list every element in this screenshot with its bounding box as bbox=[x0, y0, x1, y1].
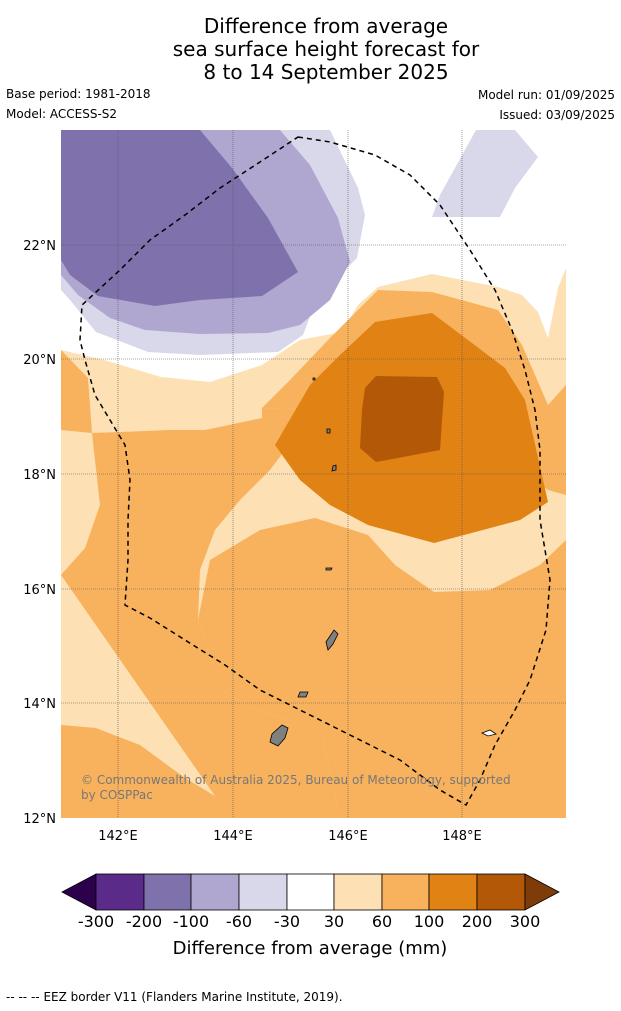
colorbar-tick-label: -300 bbox=[78, 912, 114, 931]
chart-title: Difference from average sea surface heig… bbox=[0, 15, 621, 84]
island-pagan bbox=[326, 428, 331, 434]
model-name: Model: ACCESS-S2 bbox=[6, 107, 118, 121]
island-guam bbox=[269, 724, 289, 747]
eez-legend-marker: -- -- -- bbox=[6, 990, 40, 1004]
colorbar-swatch bbox=[381, 873, 430, 911]
colorbar-extend-low bbox=[61, 873, 97, 911]
colorbar-swatch bbox=[476, 873, 526, 911]
lat-label: 12°N bbox=[23, 812, 56, 827]
colorbar-tick-label: -100 bbox=[173, 912, 209, 931]
latitude-labels: 22°N 20°N 18°N 16°N 14°N 12°N bbox=[23, 239, 56, 827]
island-agrihan bbox=[331, 464, 337, 472]
contour-minus100-minus200 bbox=[61, 130, 298, 306]
lon-label: 146°E bbox=[328, 829, 368, 844]
longitude-labels: 142°E 144°E 146°E 148°E bbox=[98, 829, 482, 844]
island-anatahan bbox=[325, 567, 333, 571]
colorbar bbox=[61, 873, 560, 911]
contour-60-100-sw bbox=[61, 408, 345, 818]
colorbar-swatch bbox=[286, 873, 335, 911]
eez-border bbox=[79, 136, 551, 807]
lat-label: 16°N bbox=[23, 583, 56, 598]
model-run: Model run: 01/09/2025 bbox=[477, 88, 615, 102]
lat-label: 20°N bbox=[23, 353, 56, 368]
island-rota bbox=[297, 691, 309, 698]
lat-label: 18°N bbox=[23, 468, 56, 483]
copyright-line-1: © Commonwealth of Australia 2025, Bureau… bbox=[81, 773, 511, 787]
lon-label: 148°E bbox=[442, 829, 482, 844]
colorbar-tick-label: -200 bbox=[126, 912, 162, 931]
eez-legend: -- -- -- EEZ border V11 (Flanders Marine… bbox=[6, 990, 343, 1004]
title-line-2: sea surface height forecast for bbox=[172, 37, 480, 61]
contour-60-100-west bbox=[61, 350, 92, 433]
colorbar-tick-label: -30 bbox=[274, 912, 300, 931]
colorbar-tick-label: 200 bbox=[462, 912, 493, 931]
eez-legend-text: EEZ border V11 (Flanders Marine Institut… bbox=[43, 990, 343, 1004]
lon-label: 142°E bbox=[98, 829, 138, 844]
issued-date: Issued: 03/09/2025 bbox=[499, 108, 615, 122]
lon-label: 144°E bbox=[213, 829, 253, 844]
colorbar-swatch bbox=[238, 873, 288, 911]
island-wake bbox=[481, 729, 497, 737]
colorbar-swatch bbox=[428, 873, 478, 911]
title-line-3: 8 to 14 September 2025 bbox=[203, 60, 449, 84]
islands bbox=[269, 377, 497, 747]
colorbar-swatch bbox=[190, 873, 240, 911]
colorbar-tick-label: 30 bbox=[324, 912, 344, 931]
colorbar-swatch bbox=[95, 873, 145, 911]
base-period: Base period: 1981-2018 bbox=[6, 87, 151, 101]
lat-label: 14°N bbox=[23, 697, 56, 712]
colorbar-extend-high bbox=[524, 873, 560, 911]
colorbar-tick-label: 100 bbox=[414, 912, 445, 931]
colorbar-swatch bbox=[333, 873, 383, 911]
title-line-1: Difference from average bbox=[203, 14, 449, 38]
island-saipan bbox=[325, 629, 339, 651]
colorbar-tick-label: 300 bbox=[510, 912, 541, 931]
contour-fields bbox=[61, 130, 566, 818]
grid-lines bbox=[61, 130, 566, 818]
colorbar-tick-label: -60 bbox=[226, 912, 252, 931]
contour-200-300 bbox=[360, 376, 444, 462]
colorbar-swatch bbox=[143, 873, 192, 911]
lat-label: 22°N bbox=[23, 239, 56, 254]
island-north bbox=[312, 377, 316, 381]
contour-minus30-minus60-ne bbox=[432, 130, 538, 217]
colorbar-label: Difference from average (mm) bbox=[173, 938, 448, 959]
copyright-line-2: by COSPPac bbox=[81, 788, 153, 802]
colorbar-tick-label: 60 bbox=[372, 912, 392, 931]
colorbar-ticks: -300 -200 -100 -60 -30 30 60 100 200 300 bbox=[78, 912, 540, 931]
